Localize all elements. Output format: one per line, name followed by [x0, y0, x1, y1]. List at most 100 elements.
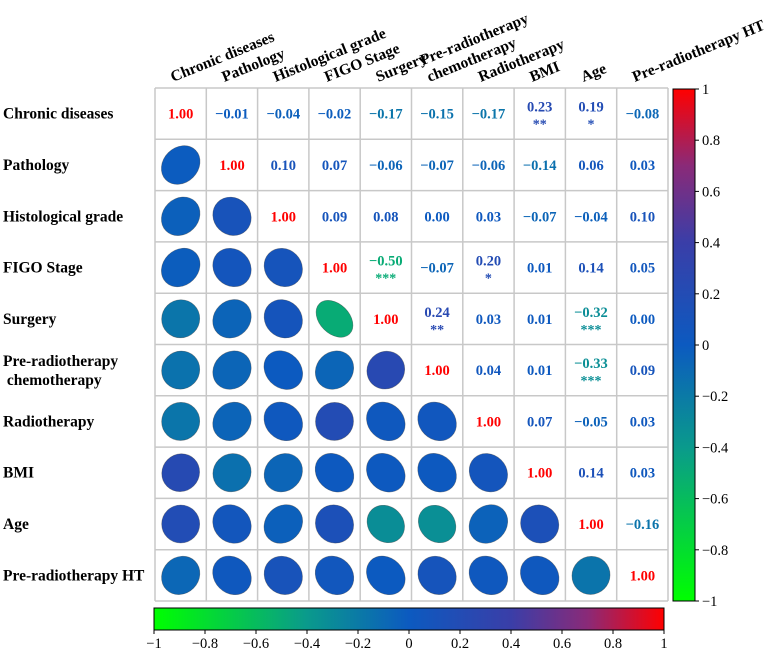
- corr-ellipse: [315, 402, 354, 441]
- corr-value: −0.05: [574, 414, 608, 430]
- corr-value: 0.14: [578, 466, 603, 482]
- significance-stars: ***: [581, 323, 602, 338]
- corr-ellipse: [314, 555, 355, 595]
- corr-ellipse: [212, 555, 252, 596]
- corr-ellipse: [161, 555, 201, 595]
- corr-value: 0.19: [578, 100, 603, 116]
- colorbar-h-tick-label: −1: [146, 636, 161, 649]
- corr-ellipse: [263, 350, 303, 390]
- colorbar-h-tick-label: −0.8: [192, 636, 218, 649]
- corr-value: −0.32: [574, 305, 608, 321]
- matrix-grid: [154, 87, 669, 602]
- corr-value: 0.03: [630, 414, 655, 430]
- corr-ellipse: [212, 401, 252, 441]
- colorbar-v-tick-label: 1: [702, 82, 709, 98]
- corr-value: 1.00: [578, 517, 603, 533]
- column-label-age: Age: [579, 60, 609, 85]
- corr-value: −0.15: [420, 107, 454, 123]
- row-label-figo-stage: FIGO Stage: [3, 260, 83, 277]
- horizontal-colorbar: −1 −0.8 −0.6 −0.4 −0.2 0 0.2 0.4 0.6 0.8 1: [146, 607, 668, 649]
- corr-value: −0.06: [369, 158, 403, 174]
- corr-ellipse: [161, 350, 201, 390]
- corr-value: 0.04: [476, 363, 501, 379]
- corr-ellipse: [161, 196, 201, 236]
- corr-value: 1.00: [271, 209, 296, 225]
- corr-ellipse: [366, 350, 406, 390]
- colorbar-vertical-gradient: [672, 88, 696, 602]
- corr-value: 0.07: [527, 414, 552, 430]
- corr-value: 1.00: [476, 414, 501, 430]
- colorbar-horizontal-gradient: [153, 607, 665, 631]
- corr-ellipse: [571, 556, 611, 595]
- colorbar-v-tick-label: 0.4: [702, 236, 721, 252]
- corr-value: −0.02: [318, 107, 352, 123]
- corr-value: −0.04: [266, 107, 300, 123]
- corr-value: 0.00: [424, 209, 449, 225]
- corr-value: 0.09: [322, 209, 347, 225]
- corr-value: 0.23: [527, 100, 552, 116]
- colorbar-v-tick-label: −0.6: [702, 492, 728, 508]
- corr-value: 0.03: [476, 312, 501, 328]
- corr-value: 0.01: [527, 312, 552, 328]
- colorbar-h-tick-label: −0.4: [294, 636, 321, 649]
- corr-ellipse: [263, 555, 303, 595]
- corr-value: 0.20: [476, 254, 501, 270]
- corr-ellipse: [212, 453, 252, 493]
- corr-value: 1.00: [373, 312, 398, 328]
- colorbar-v-tick-label: 0.6: [702, 184, 720, 200]
- corr-ellipse: [161, 504, 200, 544]
- corr-value: 0.24: [424, 305, 449, 321]
- corr-value: −0.33: [574, 356, 608, 372]
- corr-ellipse: [314, 453, 355, 493]
- corr-value: −0.01: [215, 107, 249, 123]
- corr-value: −0.14: [523, 158, 557, 174]
- significance-stars: *: [485, 272, 492, 287]
- corr-ellipse: [315, 300, 354, 338]
- row-label-pre-radiotherapy-ht: Pre-radiotherapy HT: [3, 567, 145, 584]
- corr-ellipse: [263, 504, 303, 544]
- corr-value: 1.00: [630, 568, 655, 584]
- corr-ellipse: [263, 248, 303, 287]
- corr-value: −0.06: [472, 158, 506, 174]
- colorbar-v-tick-label: 0.8: [702, 133, 720, 149]
- corr-value: −0.07: [420, 158, 454, 174]
- corr-value: 0.10: [630, 209, 655, 225]
- corr-value: −0.50: [369, 254, 403, 270]
- corr-ellipse: [366, 453, 406, 493]
- corr-ellipse: [468, 504, 508, 544]
- corr-ellipse: [366, 504, 405, 544]
- colorbar-h-tick-label: 0.8: [604, 636, 622, 649]
- corr-ellipse: [263, 453, 303, 493]
- corr-ellipse: [468, 453, 508, 493]
- vertical-colorbar: 1 0.8 0.6 0.4 0.2 0 −0.2 −0.4 −0.6 −0.8 −1: [672, 82, 729, 610]
- corr-value: 0.14: [578, 261, 603, 277]
- colorbar-h-tick-label: 0.2: [451, 636, 469, 649]
- significance-stars: ***: [375, 272, 396, 287]
- corr-value: 0.03: [630, 466, 655, 482]
- corr-ellipse: [161, 453, 200, 492]
- corr-ellipse: [417, 401, 457, 442]
- corr-ellipse: [417, 453, 457, 493]
- row-label-histological-grade: Histological grade: [3, 208, 123, 225]
- corr-ellipse: [161, 402, 201, 441]
- corr-value: 0.07: [322, 158, 347, 174]
- significance-stars: ***: [581, 374, 602, 389]
- corr-ellipse: [161, 299, 201, 339]
- corr-value: 0.03: [476, 209, 501, 225]
- corr-value: −0.08: [626, 107, 660, 123]
- corr-value: −0.16: [626, 517, 660, 533]
- corr-ellipse: [212, 504, 252, 544]
- corr-value: 0.01: [527, 261, 552, 277]
- row-label-pre-radiotherapy-chemotherapy: Pre-radiotherapy chemotherapy: [3, 353, 118, 389]
- corr-ellipse: [212, 350, 252, 390]
- corr-ellipse: [263, 299, 303, 339]
- corr-ellipse: [263, 401, 303, 442]
- corr-value: 1.00: [168, 107, 193, 123]
- corr-value: 1.00: [424, 363, 449, 379]
- corr-ellipse: [366, 555, 406, 596]
- colorbar-h-tick-label: −0.6: [243, 636, 269, 649]
- corr-value: 1.00: [322, 261, 347, 277]
- row-label-radiotherapy: Radiotherapy: [3, 413, 95, 430]
- colorbar-h-tick-label: 1: [660, 636, 667, 649]
